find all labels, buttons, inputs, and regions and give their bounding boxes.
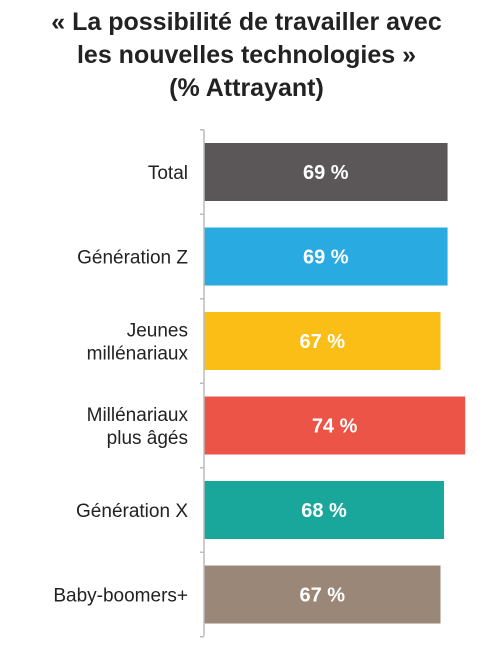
category-label: millénariaux — [87, 344, 189, 365]
category-label: Jeunes — [127, 321, 188, 342]
category-label: Génération X — [76, 501, 188, 522]
chart-title-line-1: « La possibilité de travailler avec — [51, 8, 442, 36]
chart-title: « La possibilité de travailler avec les … — [0, 6, 493, 105]
bar-value-label: 69 % — [303, 162, 349, 184]
bar-value-label: 74 % — [312, 416, 358, 438]
bar — [204, 143, 448, 201]
bar-value-label: 68 % — [301, 500, 347, 522]
bar — [204, 481, 445, 539]
bar — [204, 312, 441, 370]
category-label: plus âgés — [107, 428, 188, 449]
chart-title-line-3: (% Attrayant) — [169, 74, 324, 102]
bar — [204, 565, 441, 624]
category-label: Total — [148, 163, 188, 184]
chart-title-line-2: les nouvelles technologies » — [76, 41, 416, 69]
category-label: Génération Z — [77, 248, 188, 269]
bar-value-label: 67 % — [299, 585, 345, 607]
bar — [204, 396, 466, 455]
category-label: Millénariaux — [87, 405, 189, 426]
bar-value-label: 69 % — [303, 247, 349, 269]
bar — [204, 227, 448, 286]
category-label: Baby-boomers+ — [53, 586, 188, 607]
bar-value-label: 67 % — [299, 331, 345, 353]
